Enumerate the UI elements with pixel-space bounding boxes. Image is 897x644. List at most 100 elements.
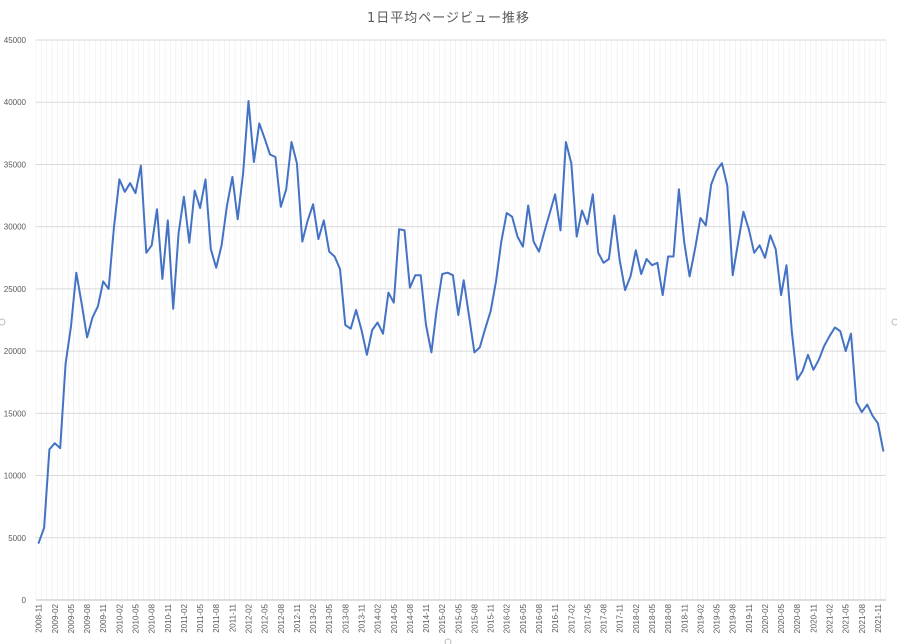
- x-tick-label: 2020-05: [777, 603, 786, 633]
- x-tick-label: 2011-08: [212, 603, 221, 632]
- data-point: [715, 170, 718, 172]
- data-point: [441, 273, 443, 275]
- data-point: [775, 248, 777, 250]
- data-point: [280, 206, 282, 208]
- data-point: [586, 223, 589, 225]
- data-point: [156, 208, 158, 210]
- data-point: [791, 331, 793, 333]
- data-point: [118, 178, 120, 180]
- data-point: [264, 137, 266, 139]
- x-tick-label: 2014-11: [422, 603, 431, 632]
- data-point: [134, 192, 137, 194]
- data-point: [253, 161, 255, 163]
- data-point: [732, 274, 734, 276]
- data-point: [748, 228, 750, 230]
- data-point: [581, 209, 583, 212]
- data-point: [672, 255, 675, 258]
- x-tick-label: 2012-11: [293, 603, 302, 632]
- data-point: [527, 204, 529, 207]
- data-point: [635, 249, 637, 251]
- data-point: [420, 274, 422, 276]
- x-tick-label: 2011-11: [228, 603, 237, 632]
- data-point: [861, 411, 863, 413]
- y-tick-label: 15000: [4, 409, 27, 418]
- x-tick-label: 2021-05: [842, 603, 851, 633]
- x-tick-label: 2015-02: [438, 603, 447, 633]
- data-point: [382, 333, 384, 335]
- x-tick-label: 2017-02: [567, 603, 576, 633]
- data-point: [678, 188, 680, 190]
- data-point: [38, 542, 40, 544]
- data-point: [323, 219, 325, 221]
- data-point: [646, 258, 648, 260]
- data-point: [360, 329, 363, 331]
- data-point: [597, 252, 599, 254]
- data-point: [764, 257, 766, 259]
- data-point: [769, 234, 771, 236]
- data-point: [398, 228, 400, 230]
- vertical-gridlines: [35, 40, 887, 600]
- x-tick-label: 2016-05: [519, 603, 528, 633]
- data-point: [603, 262, 605, 264]
- data-point: [457, 314, 459, 316]
- data-point: [86, 336, 88, 338]
- data-point: [828, 335, 831, 337]
- data-point: [759, 244, 761, 246]
- data-point: [872, 415, 874, 417]
- data-point: [75, 272, 77, 274]
- y-tick-label: 30000: [4, 223, 27, 232]
- data-point: [140, 165, 142, 167]
- y-tick-label: 45000: [4, 36, 27, 45]
- x-tick-label: 2010-11: [164, 603, 173, 632]
- data-point: [387, 292, 389, 294]
- x-tick-label: 2017-08: [600, 603, 609, 633]
- data-point: [570, 162, 572, 164]
- resize-handle[interactable]: [444, 638, 452, 644]
- data-point: [355, 309, 357, 311]
- data-point: [242, 172, 244, 174]
- x-tick-label: 2014-08: [406, 603, 415, 633]
- series-layer: [37, 100, 885, 544]
- y-tick-label: 35000: [4, 160, 27, 169]
- x-tick-label: 2018-05: [648, 603, 657, 633]
- data-point: [226, 204, 228, 207]
- y-tick-label: 25000: [4, 285, 27, 294]
- data-point: [414, 274, 416, 276]
- data-point: [317, 238, 319, 240]
- data-point: [468, 315, 470, 317]
- data-point: [834, 326, 836, 329]
- data-point: [543, 231, 546, 233]
- data-point: [178, 232, 180, 234]
- data-point: [371, 329, 373, 331]
- x-tick-label: 2011-05: [196, 603, 205, 632]
- data-point: [108, 288, 110, 290]
- data-point: [204, 178, 207, 180]
- data-point: [221, 244, 223, 246]
- data-point: [511, 216, 513, 218]
- data-point: [409, 287, 411, 289]
- x-tick-label: 2008-11: [35, 603, 44, 632]
- y-axis-tick-labels: 0 5000 10000 15000 20000 25000 30000 35000 40000…: [4, 36, 27, 605]
- data-point: [129, 182, 131, 184]
- data-point: [802, 370, 804, 372]
- data-point: [473, 351, 475, 353]
- resize-handle[interactable]: [0, 318, 6, 326]
- x-tick-label: 2019-11: [745, 603, 754, 632]
- y-tick-label: 20000: [4, 347, 27, 356]
- series-line-0: [37, 100, 885, 544]
- data-point: [393, 302, 395, 304]
- resize-handle[interactable]: [891, 318, 897, 326]
- data-point: [699, 217, 702, 219]
- x-tick-label: 2021-02: [826, 603, 835, 633]
- data-point: [785, 264, 788, 266]
- data-point: [839, 330, 841, 332]
- data-point: [807, 354, 809, 356]
- data-point: [565, 141, 567, 143]
- x-tick-label: 2018-11: [680, 603, 689, 632]
- data-point: [689, 275, 691, 277]
- data-point: [339, 268, 341, 270]
- data-point: [737, 242, 739, 244]
- data-point: [452, 274, 454, 276]
- data-point: [640, 273, 642, 275]
- data-point: [855, 401, 858, 403]
